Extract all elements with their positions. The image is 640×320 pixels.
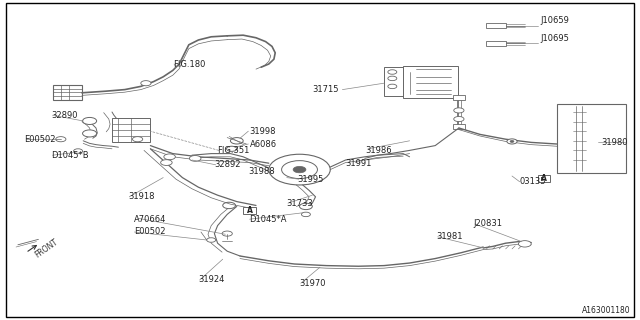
Circle shape [141, 81, 151, 86]
Circle shape [282, 161, 317, 179]
Bar [53, 85, 82, 100]
Text: 31918: 31918 [128, 192, 154, 201]
Circle shape [507, 139, 517, 144]
Text: FIG.180: FIG.180 [173, 60, 205, 68]
Bar [453, 95, 465, 100]
Bar [384, 67, 403, 96]
Circle shape [132, 137, 143, 142]
Text: 31986: 31986 [365, 146, 392, 155]
Text: FRONT: FRONT [33, 238, 60, 260]
Circle shape [388, 70, 397, 74]
Text: 31988: 31988 [248, 167, 275, 176]
Text: A: A [246, 206, 253, 215]
Text: 31995: 31995 [298, 175, 324, 184]
Circle shape [269, 154, 330, 185]
Text: 31924: 31924 [198, 276, 225, 284]
Bar [486, 23, 506, 28]
Circle shape [301, 212, 310, 217]
Text: J20831: J20831 [474, 220, 502, 228]
Text: 31981: 31981 [436, 232, 463, 241]
Circle shape [83, 117, 97, 124]
Text: 31980: 31980 [602, 138, 628, 147]
Text: D1045*B: D1045*B [51, 151, 89, 160]
Bar [112, 118, 150, 142]
Text: 31970: 31970 [300, 279, 326, 288]
Circle shape [56, 137, 66, 142]
Text: 31998: 31998 [250, 127, 276, 136]
Circle shape [230, 138, 243, 144]
Text: 31991: 31991 [346, 159, 372, 168]
Circle shape [454, 116, 464, 122]
Text: 03135: 03135 [520, 177, 546, 186]
Circle shape [510, 140, 514, 142]
Circle shape [293, 166, 306, 173]
Text: J10659: J10659 [541, 16, 570, 25]
Text: 31733: 31733 [287, 199, 314, 208]
Circle shape [300, 203, 312, 210]
Circle shape [164, 154, 175, 160]
Circle shape [161, 160, 172, 165]
Circle shape [74, 149, 83, 153]
Text: J10695: J10695 [541, 34, 570, 43]
Text: 31715: 31715 [313, 85, 339, 94]
Text: E00502: E00502 [24, 135, 56, 144]
Bar [486, 41, 506, 46]
Circle shape [388, 76, 397, 81]
Circle shape [518, 241, 531, 247]
Circle shape [222, 231, 232, 236]
Circle shape [207, 238, 216, 242]
Bar [538, 175, 550, 182]
Text: 32890: 32890 [51, 111, 77, 120]
Bar [557, 104, 626, 173]
Bar [453, 124, 465, 129]
Text: A: A [541, 174, 547, 183]
Circle shape [223, 202, 236, 209]
Bar [403, 66, 458, 98]
Text: FIG.351: FIG.351 [218, 146, 250, 155]
Circle shape [227, 146, 237, 151]
Bar [243, 207, 256, 214]
Text: 32892: 32892 [214, 160, 241, 169]
Text: E00502: E00502 [134, 228, 166, 236]
Circle shape [388, 84, 397, 89]
Text: A6086: A6086 [250, 140, 276, 148]
Circle shape [83, 130, 97, 137]
Text: A163001180: A163001180 [582, 306, 630, 315]
Text: A70664: A70664 [134, 215, 167, 224]
Text: D1045*A: D1045*A [250, 215, 287, 224]
Circle shape [454, 108, 464, 113]
Circle shape [189, 156, 201, 161]
